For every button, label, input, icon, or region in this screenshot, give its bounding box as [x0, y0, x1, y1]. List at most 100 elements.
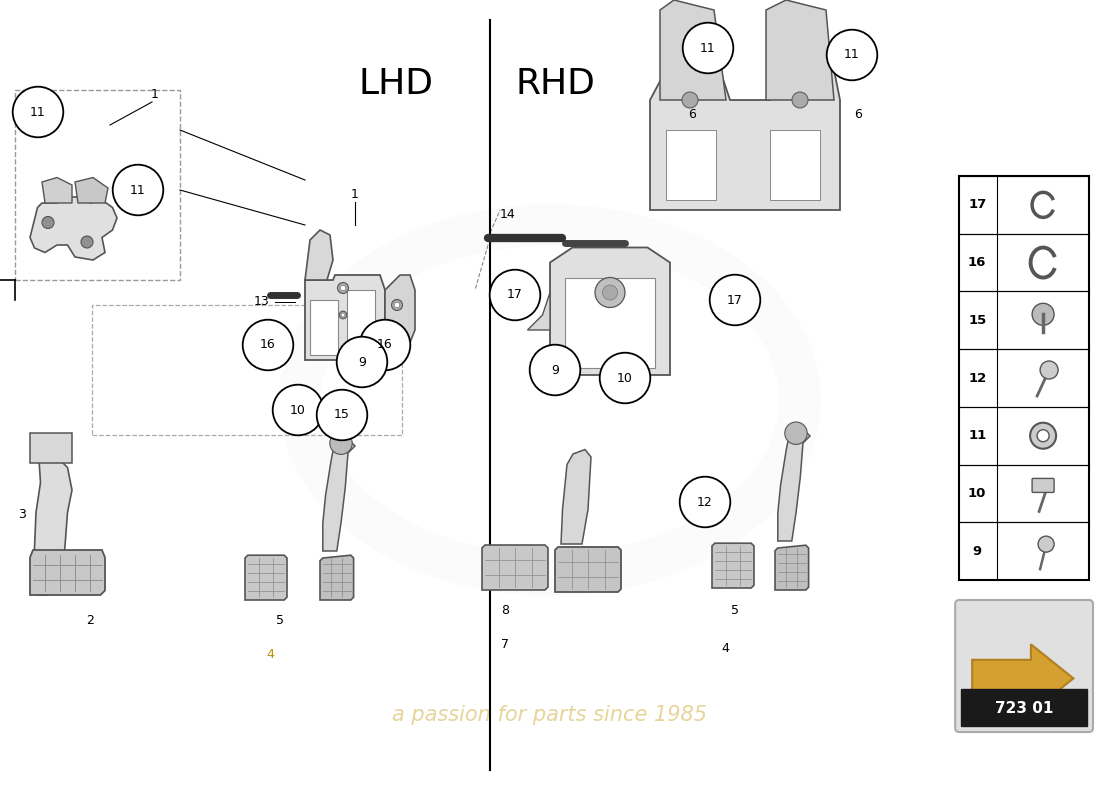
- Circle shape: [360, 320, 410, 370]
- Text: 12: 12: [697, 495, 713, 509]
- FancyBboxPatch shape: [1032, 478, 1054, 493]
- Bar: [15, 90, 180, 280]
- FancyBboxPatch shape: [955, 600, 1093, 732]
- Polygon shape: [550, 247, 670, 375]
- Text: 7: 7: [500, 638, 509, 651]
- Circle shape: [1038, 536, 1054, 552]
- Polygon shape: [650, 60, 840, 210]
- Circle shape: [394, 302, 399, 308]
- Polygon shape: [322, 439, 355, 551]
- Text: 4: 4: [266, 649, 274, 662]
- Text: 11: 11: [844, 49, 860, 62]
- Bar: [346, 290, 375, 355]
- Circle shape: [600, 353, 650, 403]
- Polygon shape: [766, 0, 834, 100]
- Polygon shape: [305, 275, 385, 360]
- Circle shape: [340, 286, 345, 290]
- Bar: [565, 278, 654, 367]
- Text: 11: 11: [700, 42, 716, 54]
- Text: 16: 16: [968, 256, 987, 269]
- Circle shape: [827, 30, 878, 80]
- Text: 14: 14: [500, 209, 516, 222]
- Bar: [666, 130, 716, 200]
- Text: 10: 10: [968, 487, 987, 500]
- Text: LHD: LHD: [359, 67, 433, 101]
- Circle shape: [682, 92, 698, 108]
- Polygon shape: [305, 230, 333, 280]
- Polygon shape: [30, 197, 117, 260]
- Circle shape: [490, 270, 540, 320]
- Circle shape: [680, 477, 730, 527]
- Circle shape: [1041, 361, 1058, 379]
- Bar: [770, 130, 820, 200]
- Text: 6: 6: [689, 109, 696, 122]
- Text: 17: 17: [727, 294, 742, 306]
- Polygon shape: [33, 460, 72, 595]
- Circle shape: [42, 217, 54, 229]
- Circle shape: [330, 432, 352, 454]
- Text: 11: 11: [130, 183, 146, 197]
- Circle shape: [317, 390, 367, 440]
- Polygon shape: [320, 555, 353, 600]
- Text: 16: 16: [260, 338, 276, 351]
- Text: 17: 17: [968, 198, 987, 211]
- Text: 1: 1: [351, 189, 359, 202]
- Polygon shape: [30, 550, 105, 595]
- Polygon shape: [385, 275, 415, 360]
- Circle shape: [792, 92, 808, 108]
- Text: 8: 8: [500, 603, 509, 617]
- Text: 5: 5: [276, 614, 284, 626]
- Bar: [310, 300, 338, 355]
- Polygon shape: [482, 545, 548, 590]
- Bar: [959, 176, 1089, 580]
- Polygon shape: [561, 450, 591, 544]
- Text: 17: 17: [507, 289, 522, 302]
- Circle shape: [273, 385, 323, 435]
- Polygon shape: [972, 644, 1074, 713]
- Bar: [961, 689, 1087, 726]
- Text: 1: 1: [151, 89, 158, 102]
- Polygon shape: [528, 293, 550, 330]
- Circle shape: [338, 282, 349, 294]
- Circle shape: [1032, 303, 1054, 326]
- Text: 5: 5: [732, 603, 739, 617]
- Text: 9: 9: [972, 545, 982, 558]
- Text: 11: 11: [30, 106, 46, 118]
- Circle shape: [710, 274, 760, 326]
- Circle shape: [530, 345, 581, 395]
- Bar: [92, 305, 402, 435]
- Text: 6: 6: [854, 109, 862, 122]
- Circle shape: [341, 313, 345, 317]
- Text: a passion for parts since 1985: a passion for parts since 1985: [393, 705, 707, 725]
- Text: 9: 9: [359, 355, 366, 369]
- Text: 723 01: 723 01: [994, 702, 1054, 716]
- Polygon shape: [712, 543, 754, 588]
- Text: 15: 15: [334, 409, 350, 422]
- Text: 13: 13: [254, 295, 270, 309]
- Text: 2: 2: [86, 614, 94, 626]
- Text: 4: 4: [722, 642, 729, 654]
- Circle shape: [339, 311, 346, 318]
- Text: 11: 11: [968, 430, 987, 442]
- Circle shape: [595, 278, 625, 307]
- Circle shape: [1037, 430, 1049, 442]
- Circle shape: [603, 285, 617, 300]
- Text: 12: 12: [968, 371, 987, 385]
- Circle shape: [683, 22, 734, 74]
- Polygon shape: [776, 546, 808, 590]
- Circle shape: [1030, 422, 1056, 449]
- Circle shape: [392, 299, 403, 310]
- Polygon shape: [245, 555, 287, 600]
- Circle shape: [784, 422, 807, 445]
- Polygon shape: [660, 0, 726, 100]
- Polygon shape: [778, 429, 810, 541]
- Text: 10: 10: [290, 403, 306, 417]
- Circle shape: [112, 165, 163, 215]
- Circle shape: [13, 86, 64, 138]
- Circle shape: [337, 337, 387, 387]
- Text: 9: 9: [551, 363, 559, 377]
- Text: 10: 10: [617, 371, 632, 385]
- Polygon shape: [75, 178, 108, 203]
- FancyBboxPatch shape: [30, 433, 72, 463]
- Circle shape: [81, 236, 94, 248]
